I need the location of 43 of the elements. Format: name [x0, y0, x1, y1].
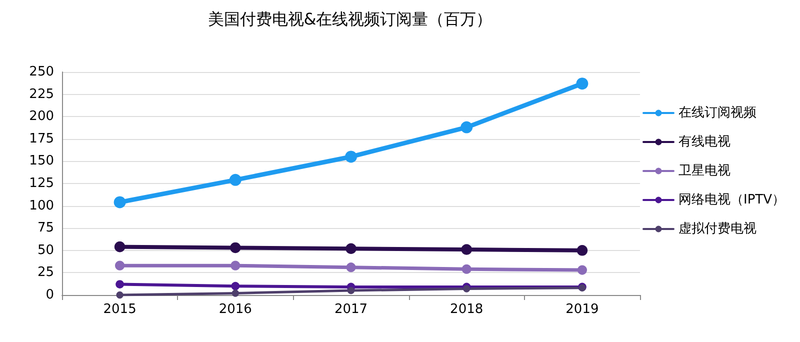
point — [346, 262, 356, 272]
point — [114, 196, 126, 208]
x-tick-label: 2016 — [218, 302, 252, 317]
y-tick-label: 150 — [29, 154, 54, 169]
y-tick-label: 50 — [37, 242, 54, 258]
y-tick-label: 125 — [29, 176, 54, 191]
point — [463, 285, 470, 292]
y-tick-label: 25 — [37, 265, 54, 280]
legend-label: 网络电视（IPTV） — [678, 192, 786, 208]
chart-title: 美国付费电视&在线视频订阅量（百万） — [208, 10, 492, 28]
y-tick-label: 100 — [29, 198, 54, 214]
legend-label: 虚拟付费电视 — [678, 222, 756, 236]
point — [231, 282, 240, 290]
point — [462, 264, 472, 274]
point — [461, 244, 472, 255]
y-tick-label: 200 — [29, 109, 54, 124]
y-tick-label: 175 — [29, 131, 54, 146]
point — [232, 290, 239, 297]
x-tick-label: 2017 — [334, 302, 368, 317]
y-tick-label: 0 — [46, 288, 54, 302]
point — [345, 150, 357, 163]
point — [116, 280, 124, 288]
point — [114, 241, 126, 252]
point — [230, 242, 241, 254]
x-tick-label: 2015 — [103, 302, 136, 317]
legend-label: 卫星电视 — [678, 164, 730, 178]
point — [460, 121, 473, 134]
point — [576, 245, 588, 256]
point — [346, 243, 356, 254]
point — [229, 174, 242, 186]
point — [576, 78, 588, 90]
point — [577, 265, 587, 275]
point — [230, 260, 240, 270]
point — [116, 291, 124, 299]
x-tick-label: 2018 — [450, 302, 484, 317]
point — [347, 286, 355, 294]
y-tick-label: 225 — [29, 86, 54, 102]
x-tick-label: 2019 — [566, 302, 599, 317]
legend-label: 有线电视 — [678, 134, 730, 150]
point — [115, 260, 125, 270]
legend-label: 在线订阅视频 — [678, 106, 756, 120]
y-tick-label: 250 — [29, 64, 54, 80]
y-tick-label: 75 — [37, 220, 54, 236]
